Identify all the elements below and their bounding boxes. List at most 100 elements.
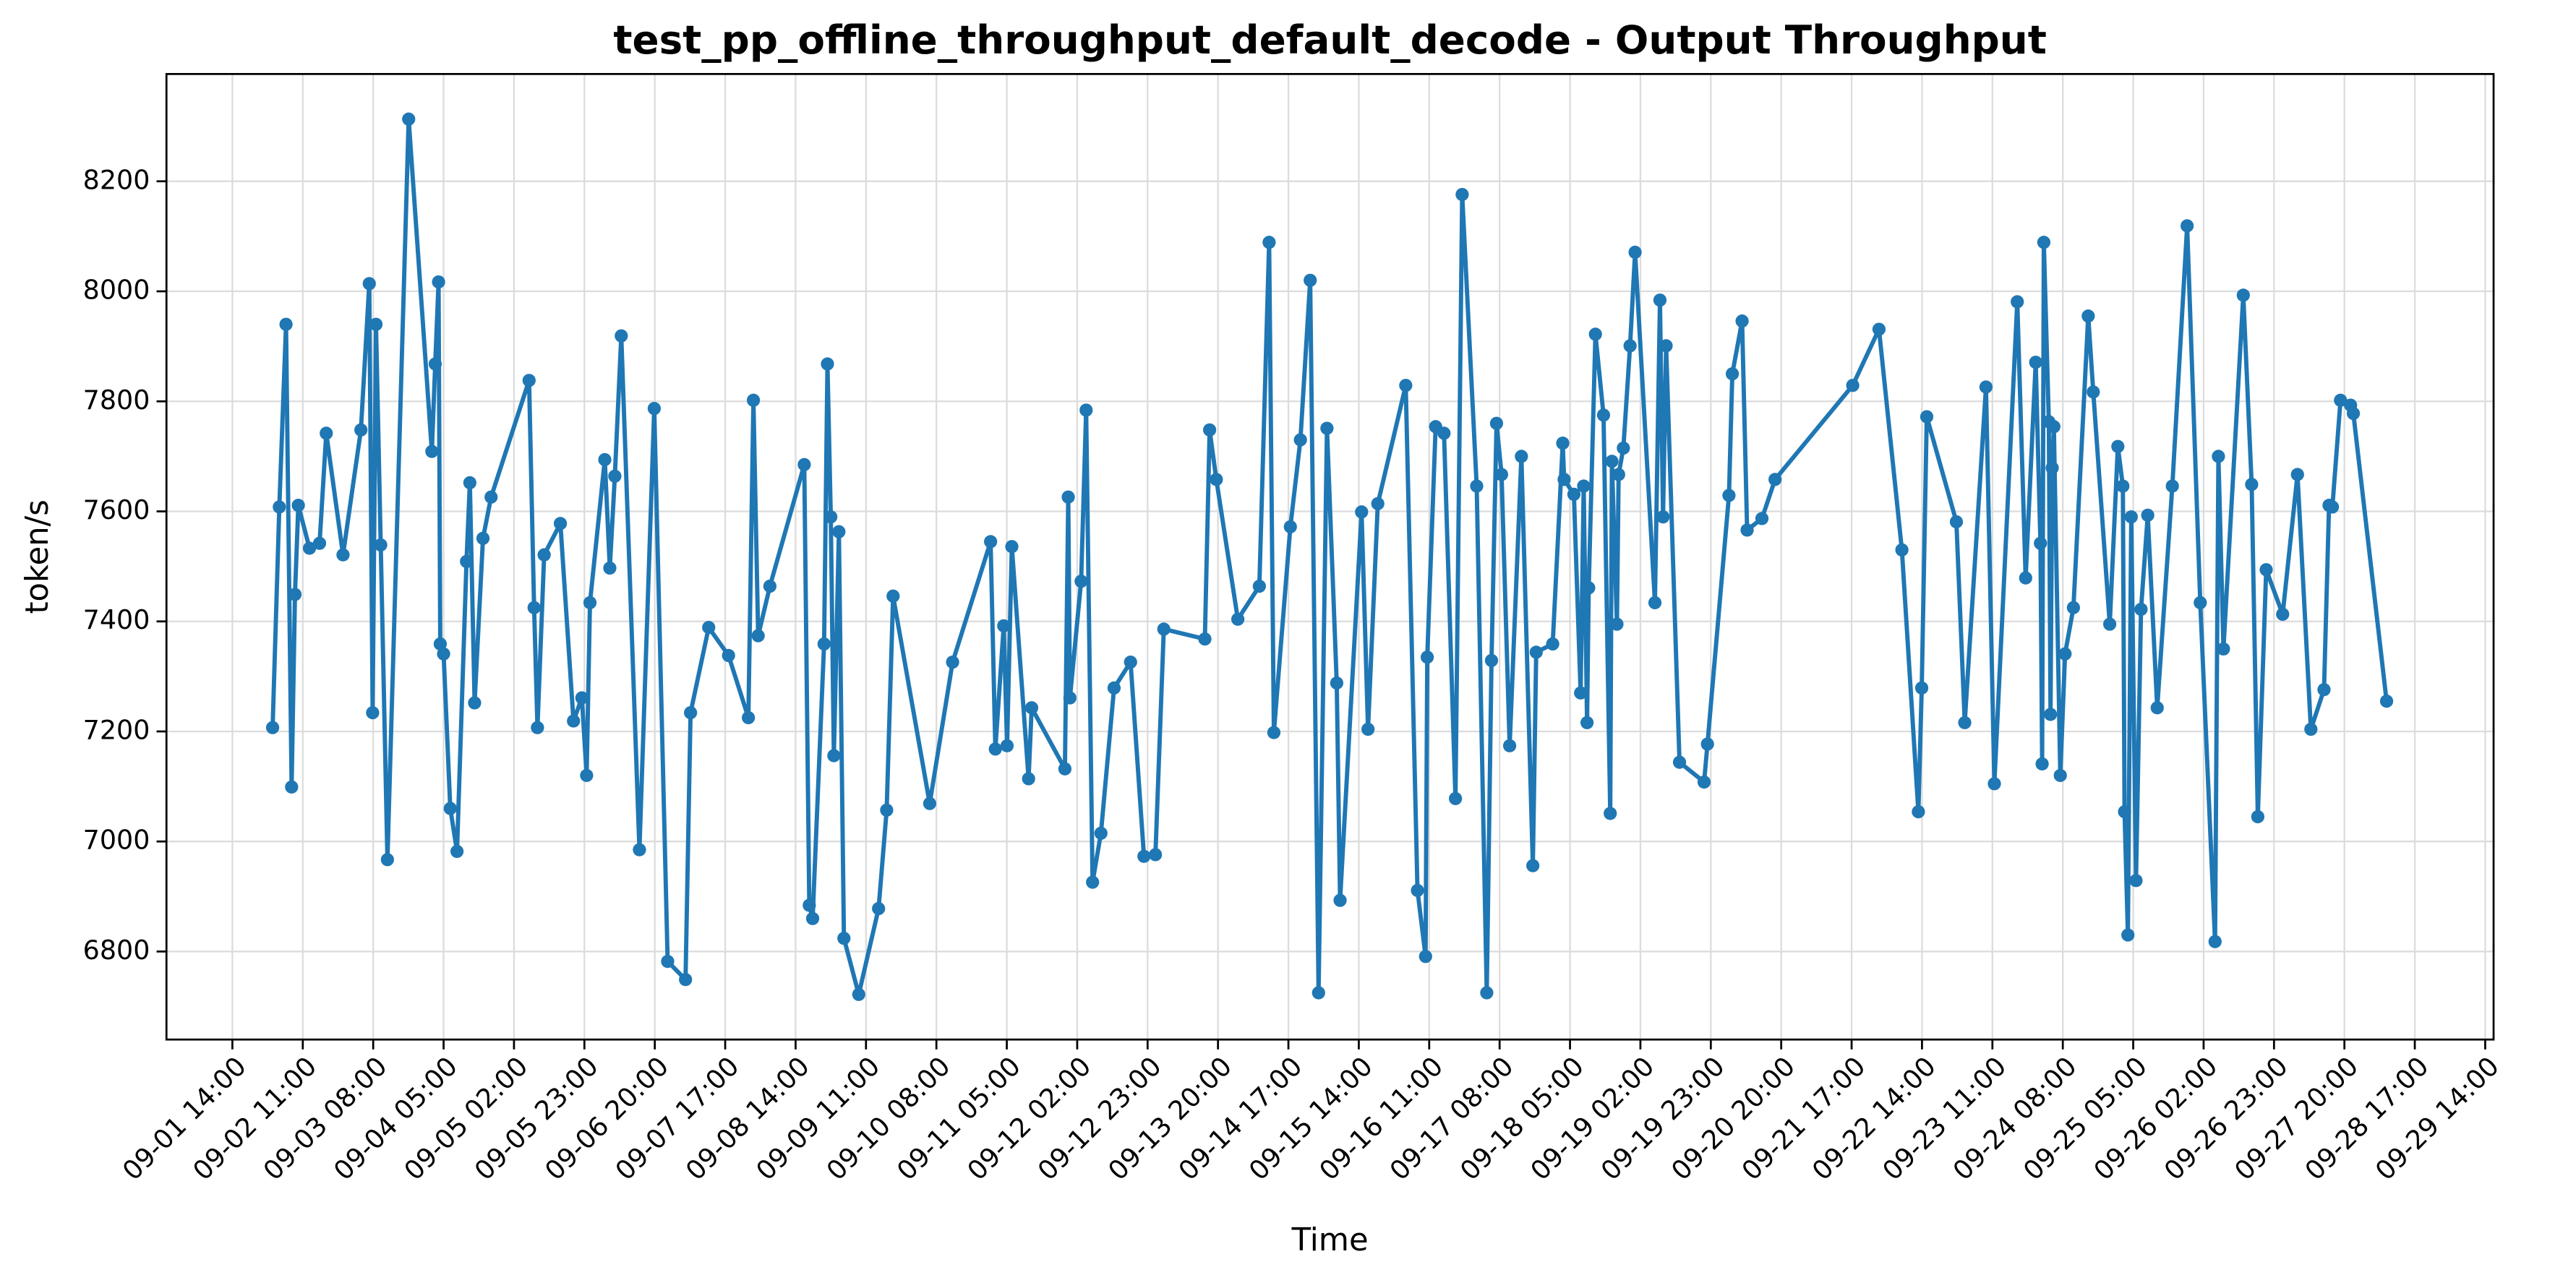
data-point [476, 531, 490, 545]
data-point [1604, 807, 1617, 820]
data-point [1494, 468, 1509, 481]
data-point [437, 647, 450, 661]
data-point [2044, 708, 2058, 721]
data-point [2212, 450, 2225, 463]
data-point [1107, 681, 1121, 695]
data-point [1455, 187, 1469, 202]
data-point [2317, 683, 2331, 697]
data-point [2111, 439, 2125, 453]
data-point [1262, 236, 1276, 249]
data-point [380, 853, 395, 867]
data-point [2045, 461, 2059, 475]
data-point [1740, 523, 1754, 537]
data-point [537, 548, 551, 562]
data-point [805, 911, 820, 925]
data-point [432, 275, 445, 289]
data-point [1656, 510, 1670, 524]
data-point [1149, 848, 1163, 862]
y-tick-label: 7600 [83, 494, 150, 525]
data-point [1022, 772, 1035, 786]
data-point [1293, 433, 1307, 447]
data-point [320, 426, 333, 440]
plot-area [265, 112, 2394, 1001]
data-point [1371, 497, 1385, 510]
data-point [2053, 768, 2067, 782]
data-point [1304, 273, 1317, 287]
data-point [265, 721, 280, 734]
data-point [468, 696, 482, 710]
data-point [354, 423, 368, 437]
data-point [1617, 441, 1630, 455]
data-point [1557, 473, 1571, 486]
data-point [531, 721, 544, 734]
data-point [1489, 416, 1504, 430]
data-point [2124, 510, 2138, 524]
data-point [273, 500, 286, 514]
data-point [633, 843, 646, 857]
y-axis-label: token/s [20, 499, 56, 614]
data-point [2276, 607, 2290, 621]
data-point [2087, 385, 2100, 399]
data-point [443, 802, 457, 815]
data-point [1722, 489, 1736, 502]
data-point [1137, 849, 1151, 863]
data-point [1582, 581, 1596, 595]
data-point [527, 601, 541, 614]
data-point [428, 357, 442, 371]
data-point [2165, 479, 2179, 493]
data-point [746, 393, 761, 407]
data-point [1574, 686, 1588, 700]
data-point [608, 469, 622, 483]
data-point [1920, 410, 1934, 424]
data-point [1024, 701, 1039, 715]
data-point [1872, 322, 1886, 336]
data-point [1529, 645, 1543, 659]
data-point [1399, 379, 1413, 392]
data-point [2379, 694, 2394, 708]
data-point [1987, 777, 2001, 791]
y-tick-label: 8200 [83, 164, 150, 195]
data-point [1420, 651, 1434, 664]
data-point [997, 619, 1011, 632]
data-point [742, 711, 756, 725]
data-point [2134, 602, 2148, 617]
data-point [1411, 883, 1424, 898]
data-point [2150, 701, 2164, 715]
data-point [2118, 804, 2131, 819]
data-point [1895, 543, 1909, 557]
data-point [336, 548, 350, 562]
data-point [598, 452, 612, 467]
data-point [1480, 986, 1494, 1000]
data-point [374, 538, 388, 552]
data-point [1768, 473, 1782, 486]
data-point [763, 579, 776, 593]
data-point [2334, 393, 2348, 407]
data-point [279, 317, 293, 331]
chart-title: test_pp_offline_throughput_default_decod… [613, 17, 2047, 63]
data-point [1320, 421, 1334, 435]
data-point [2217, 642, 2230, 656]
data-point [312, 536, 327, 550]
data-point [1653, 293, 1667, 307]
data-point [1623, 339, 1637, 353]
data-point [1556, 437, 1570, 450]
data-point [1355, 505, 1369, 519]
data-point [1672, 755, 1687, 769]
data-point [1546, 637, 1559, 651]
data-point [684, 705, 698, 720]
y-tick-label: 7200 [83, 714, 150, 745]
data-point [946, 655, 959, 669]
data-point [2194, 596, 2207, 609]
data-point [615, 329, 628, 343]
data-point [1231, 612, 1245, 626]
y-tick-label: 7000 [83, 825, 150, 856]
data-point [1596, 408, 1611, 422]
data-point [1697, 775, 1711, 789]
data-point [580, 768, 594, 782]
data-point [852, 987, 865, 1001]
data-point [2035, 757, 2049, 770]
data-point [1252, 579, 1266, 593]
data-point [2346, 406, 2361, 421]
data-point [2251, 810, 2265, 824]
